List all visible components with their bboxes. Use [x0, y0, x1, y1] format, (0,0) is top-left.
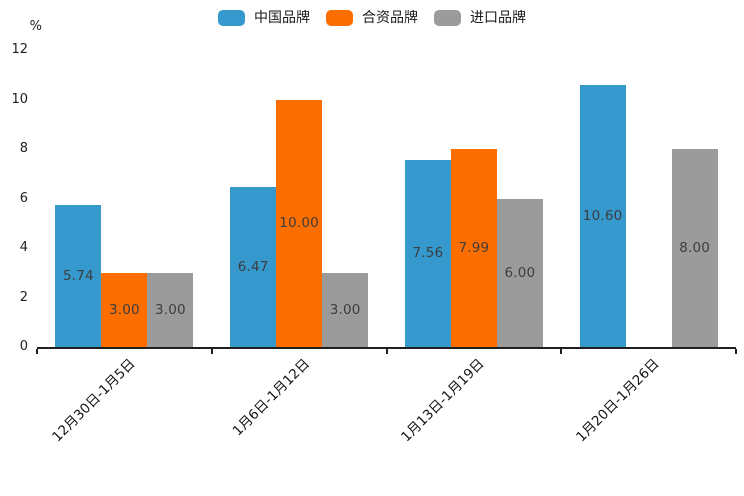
x-axis-tick: [385, 349, 388, 354]
bar-series3-cat3: 6.00: [496, 198, 543, 347]
y-tick-label: 8: [19, 141, 28, 156]
x-axis-tick: [735, 349, 737, 354]
x-axis-tick: [36, 349, 38, 354]
bar-value-label: 6.47: [237, 258, 269, 275]
bar-series2-cat2: 10.00: [276, 99, 323, 347]
bar-value-label: 5.74: [62, 267, 94, 284]
bar-series1-cat4: 10.60: [579, 84, 626, 347]
bar-value-label: 8.00: [679, 240, 711, 256]
legend-item-label: 进口品牌: [470, 10, 526, 26]
bar-value-label: 3.00: [108, 301, 140, 318]
bar-value-label: 3.00: [329, 301, 361, 318]
x-tick-label: 12月30日-1月5日: [49, 355, 139, 446]
bar-value-label: 10.60: [582, 207, 623, 224]
x-axis-tick: [210, 349, 213, 354]
y-tick-label: 0: [19, 339, 28, 354]
legend-swatch-icon: [434, 10, 461, 26]
legend-item-1[interactable]: 中国品牌: [218, 10, 310, 26]
bar-value-label: 7.56: [412, 245, 444, 262]
x-tick-label: 1月13日-1月19日: [398, 355, 489, 446]
bar-value-label: 3.00: [154, 301, 186, 318]
legend-item-2[interactable]: 合资品牌: [326, 10, 418, 26]
bar-series3-cat4: 8.00: [671, 149, 718, 347]
bar-series1-cat3: 7.56: [404, 159, 451, 347]
bar-series3-cat2: 3.00: [322, 272, 369, 347]
plot-area: 5.74 6.47 7.56 10.60 3.00 10.00 7.99 3.00 3.00 6.…: [36, 50, 737, 354]
y-tick-label: 6: [19, 190, 28, 206]
bar-series2-cat1: 3.00: [101, 272, 148, 347]
bar-value-label: 10.00: [279, 215, 319, 232]
bar-series3-cat1: 3.00: [147, 272, 194, 347]
y-tick-label: 2: [19, 289, 28, 305]
x-tick-label: 1月20日-1月26日: [573, 355, 663, 446]
y-tick-label: 10: [11, 91, 28, 107]
bar-value-label: 7.99: [458, 240, 490, 257]
bar-series1-cat2: 6.47: [230, 186, 277, 347]
legend: 中国品牌 合资品牌 进口品牌: [0, 10, 744, 26]
bar-value-label: 6.00: [504, 264, 536, 281]
y-tick-label: 4: [19, 240, 28, 255]
x-tick-label: 1月6日-1月12日: [229, 355, 314, 440]
y-tick-label: 12: [11, 42, 28, 57]
legend-item-label: 中国品牌: [254, 10, 310, 26]
legend-swatch-icon: [326, 10, 353, 26]
bar-series1-cat1: 5.74: [55, 204, 102, 347]
legend-swatch-icon: [218, 10, 245, 26]
y-axis-unit-label: %: [29, 19, 42, 34]
legend-item-label: 合资品牌: [362, 10, 418, 26]
bar-series2-cat3: 7.99: [450, 149, 497, 347]
legend-item-3[interactable]: 进口品牌: [434, 10, 526, 26]
x-axis-tick: [560, 349, 563, 354]
